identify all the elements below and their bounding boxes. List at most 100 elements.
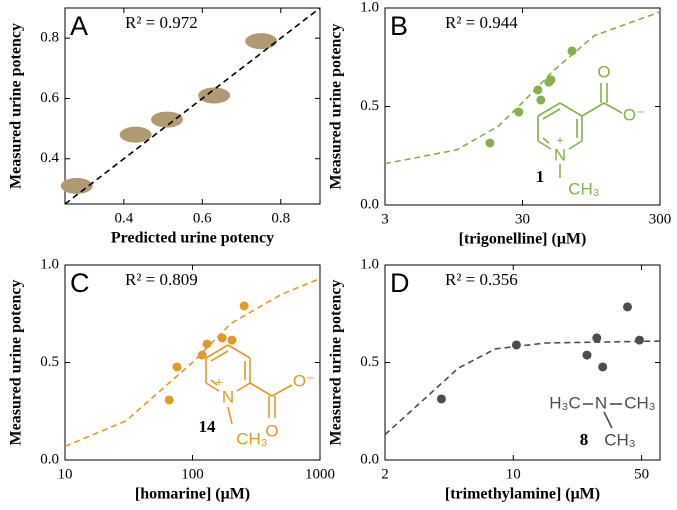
r-squared: R² = 0.356 <box>445 270 518 289</box>
plot-frame <box>64 7 321 205</box>
data-point <box>119 126 152 143</box>
data-point <box>172 362 182 372</box>
structure-label: + <box>556 132 564 147</box>
bond <box>603 102 623 114</box>
y-axis-label: Measured urine potency <box>328 24 345 190</box>
structure-label: CH₃ <box>624 393 655 412</box>
bond <box>559 102 583 117</box>
data-point <box>245 33 278 50</box>
x-axis-label: [homarine] (μM) <box>135 486 250 503</box>
x-axis-label: [trimethylamine] (μM) <box>445 486 600 503</box>
structure-label: O⁻ <box>623 105 645 124</box>
r-squared: R² = 0.809 <box>125 270 198 289</box>
data-point <box>582 350 592 360</box>
structure-label: H₃C <box>549 393 580 412</box>
structure-label: 1 <box>536 167 545 186</box>
bond <box>603 411 613 429</box>
panel-letter: D <box>390 268 410 298</box>
x-tick-label: 10 <box>506 466 521 482</box>
y-tick-label: 0.5 <box>360 354 379 370</box>
data-point <box>197 350 207 360</box>
data-point <box>546 75 556 85</box>
data-point <box>239 301 249 311</box>
structure-label: O <box>597 62 610 81</box>
y-tick-label: 0.0 <box>360 451 379 467</box>
data-point <box>151 111 183 128</box>
y-tick-label: 0.8 <box>40 30 59 46</box>
x-tick-label: 0.4 <box>114 210 133 226</box>
bond <box>236 382 251 392</box>
fit-line <box>64 277 321 448</box>
x-tick-label: 100 <box>181 466 204 482</box>
y-tick-label: 1.0 <box>360 0 379 15</box>
data-point <box>60 177 93 194</box>
x-tick-label: 0.6 <box>193 210 212 226</box>
data-point <box>514 107 524 117</box>
data-point <box>592 333 602 343</box>
y-tick-label: 1.0 <box>360 256 379 272</box>
x-axis-label: Predicted urine potency <box>111 230 274 247</box>
fit-line <box>384 340 661 436</box>
structure-label: CH₃ <box>236 429 267 448</box>
panel: 3 30 300 0.0 0.5 1.0 B R² = 0.944 [trigonelline]… <box>328 0 672 248</box>
data-point <box>202 339 212 349</box>
bond <box>542 137 550 144</box>
data-point <box>436 394 446 404</box>
x-axis-label: [trigonelline] (μM) <box>459 231 587 248</box>
x-tick-label: 3 <box>381 211 389 227</box>
panel: 10 100 1000 0.0 0.5 1.0 C R² = 0.809 [homarine] … <box>8 256 335 502</box>
y-tick-label: 0.0 <box>40 451 59 467</box>
structure-label: 14 <box>199 417 217 436</box>
panel-letter: B <box>390 11 408 41</box>
structure-label: CH₃ <box>568 179 599 198</box>
data-point <box>164 395 174 405</box>
structure-label: O⁻ <box>293 371 315 390</box>
structure-label: + <box>215 374 223 389</box>
data-point <box>198 87 231 104</box>
y-axis-label: Measured urine potency <box>328 280 345 446</box>
y-axis-label: Measured urine potency <box>8 280 25 446</box>
fit-line <box>384 11 661 165</box>
bond <box>537 102 561 117</box>
data-point <box>598 362 608 372</box>
bond <box>568 140 583 150</box>
bond <box>581 102 605 117</box>
structure-label: O <box>265 421 278 440</box>
bond <box>205 382 220 392</box>
y-tick-label: 0.5 <box>40 354 59 370</box>
y-tick-label: 0.6 <box>40 90 59 106</box>
bond <box>210 379 218 386</box>
x-tick-label: 50 <box>634 466 649 482</box>
structure-label: N <box>554 145 566 164</box>
bond <box>210 350 229 362</box>
data-point <box>634 335 644 345</box>
bond <box>227 406 233 425</box>
bond <box>537 140 552 150</box>
bond <box>271 384 293 397</box>
data-point <box>567 46 577 56</box>
bond <box>227 344 251 359</box>
panel-letter: C <box>70 268 90 298</box>
y-tick-label: 0.5 <box>360 98 379 114</box>
data-point <box>533 85 543 95</box>
structure-label: N <box>595 393 607 412</box>
y-tick-label: 0.4 <box>40 150 59 166</box>
fit-line <box>64 7 321 205</box>
structure-label: 8 <box>580 430 589 449</box>
panel: 0.4 0.6 0.8 0.4 0.6 0.8 A R² = 0.972 Predicted u… <box>8 7 321 247</box>
x-tick-label: 2 <box>381 466 389 482</box>
r-squared: R² = 0.972 <box>125 13 198 32</box>
x-tick-label: 300 <box>649 211 672 227</box>
bond <box>542 108 561 120</box>
panel-letter: A <box>70 11 88 41</box>
data-point <box>511 340 521 350</box>
x-tick-label: 30 <box>515 211 530 227</box>
panel: 2 10 50 0.0 0.5 1.0 D R² = 0.356 [trimethylamine… <box>328 256 661 503</box>
data-point <box>227 335 237 345</box>
y-axis-label: Measured urine potency <box>8 23 25 189</box>
data-point <box>536 95 546 105</box>
y-tick-label: 0.0 <box>360 196 379 212</box>
x-tick-label: 0.8 <box>271 210 290 226</box>
structure-label: N <box>222 387 234 406</box>
